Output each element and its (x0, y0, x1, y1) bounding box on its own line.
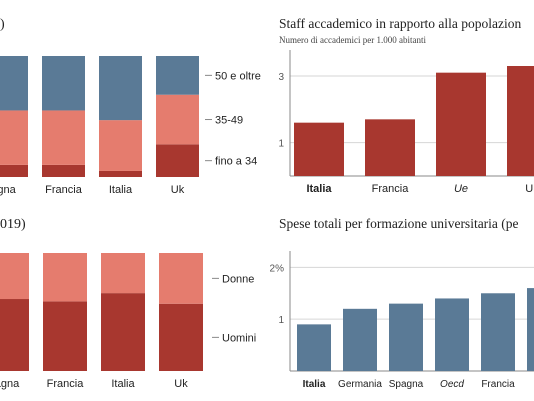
bar (436, 72, 486, 176)
spending-panel: Spese totali per formazione universitari… (267, 200, 534, 401)
staff-chart: Staff accademico in rapporto alla popola… (278, 16, 534, 195)
age-chart: ) gna Francia Italia Uk fino a 34 35-49 50 e … (0, 17, 261, 196)
bar-segment (99, 120, 142, 171)
x-tick-label: Italia (109, 184, 133, 196)
x-tick-label: Uk (525, 183, 534, 195)
bar-segment (43, 301, 87, 371)
bar-segment (0, 56, 28, 111)
bar-segment (42, 56, 85, 111)
bar-segment (156, 144, 199, 177)
legend-label: fino a 34 (215, 156, 257, 168)
bar-segment (156, 94, 199, 145)
chart-title: Spese totali per formazione universitari… (279, 216, 519, 231)
age-panel: ) gna Francia Italia Uk fino a 34 35-49 50 e … (0, 0, 267, 200)
bar (507, 66, 534, 176)
chart-title: Staff accademico in rapporto alla popola… (279, 16, 522, 31)
x-tick-label: Ue (454, 183, 468, 195)
x-tick-label: agna (0, 378, 20, 390)
bar-segment (99, 170, 142, 177)
bar-segment (101, 253, 145, 294)
x-tick-label: Uk (171, 184, 185, 196)
bar-segment (42, 110, 85, 165)
legend-label: Donne (222, 273, 254, 285)
chart-title: 019) (0, 217, 26, 232)
y-tick-label: 1 (278, 315, 284, 326)
chart-subtitle: Numero di accademici per 1.000 abitanti (279, 35, 426, 45)
y-tick-label: 1 (278, 139, 284, 150)
staff-panel: Staff accademico in rapporto alla popola… (267, 0, 534, 200)
spending-chart: Spese totali per formazione universitari… (270, 216, 534, 390)
bar-segment (159, 303, 203, 371)
x-tick-label: Spagna (389, 379, 424, 390)
gender-panel: 019) agna Francia Italia Uk Uomini Donne (0, 200, 267, 401)
x-tick-label: Italia (111, 378, 135, 390)
bar-segment (0, 299, 29, 371)
bar (343, 308, 377, 371)
legend-label: Uomini (222, 332, 256, 344)
bar (527, 288, 534, 371)
bar-segment (43, 253, 87, 302)
bar (297, 324, 331, 371)
x-tick-label: Francia (47, 378, 85, 390)
bar (294, 122, 344, 176)
bar (389, 303, 423, 371)
legend-label: 50 e oltre (215, 70, 261, 82)
x-tick-label: Oecd (440, 379, 464, 390)
x-tick-label: Italia (303, 379, 326, 390)
bar-segment (0, 110, 28, 165)
bar-segment (156, 56, 199, 95)
bar-segment (0, 253, 29, 300)
bar-segment (159, 253, 203, 304)
x-tick-label: Francia (481, 379, 515, 390)
gender-chart: 019) agna Francia Italia Uk Uomini Donne (0, 217, 256, 390)
bar (365, 119, 415, 176)
y-tick-label: 2% (270, 263, 285, 274)
x-tick-label: Francia (45, 184, 83, 196)
bar (481, 293, 515, 371)
chart-title: ) (0, 17, 5, 32)
bar-segment (101, 293, 145, 371)
legend-label: 35-49 (215, 115, 243, 127)
bar-segment (42, 164, 85, 177)
bar-segment (99, 56, 142, 121)
bar-segment (0, 164, 28, 177)
bar (435, 298, 469, 371)
x-tick-label: Italia (306, 183, 332, 195)
x-tick-label: Francia (372, 183, 410, 195)
x-tick-label: gna (0, 184, 17, 196)
x-tick-label: Germania (338, 379, 382, 390)
y-tick-label: 3 (278, 72, 284, 83)
x-tick-label: Uk (174, 378, 188, 390)
